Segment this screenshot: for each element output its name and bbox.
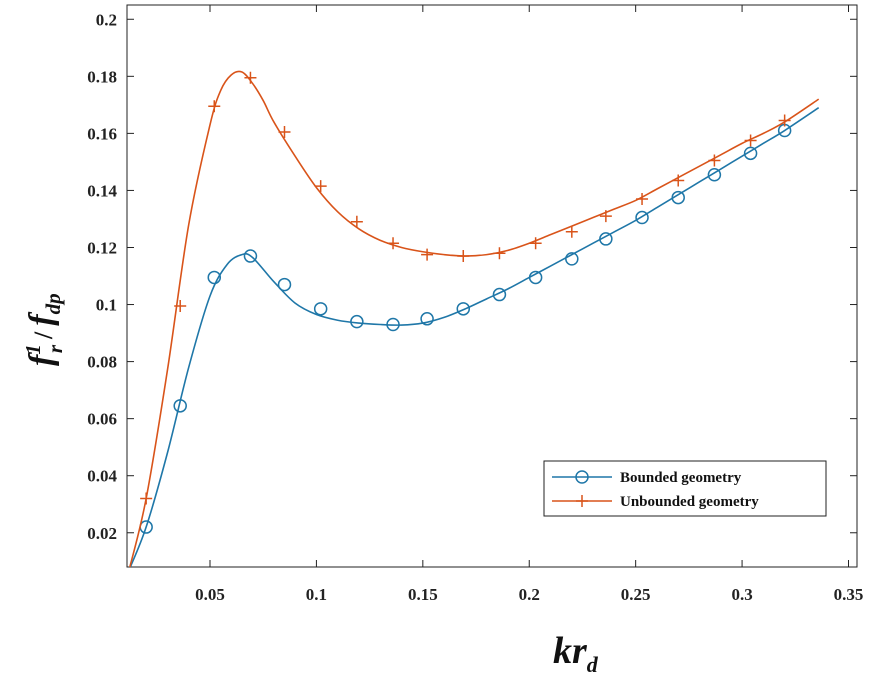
data-point-unbounded <box>565 225 578 238</box>
data-point-bounded <box>313 302 328 316</box>
y-ticks: 0.02 0.04 0.06 0.08 0.1 0.12 0.14 0.16 0.18 0.2 <box>87 10 857 543</box>
data-point-unbounded <box>244 71 257 84</box>
plot-frame <box>126 4 858 568</box>
data-point-bounded <box>707 167 722 182</box>
y-tick-label: 0.2 <box>96 10 117 29</box>
x-axis-label: krd <box>553 630 599 677</box>
data-point-unbounded <box>708 154 721 167</box>
data-point-bounded <box>386 317 400 332</box>
data-point-unbounded <box>350 215 363 228</box>
data-point-bounded <box>599 232 613 246</box>
y-tick-label: 0.12 <box>87 238 117 257</box>
data-point-unbounded <box>672 174 685 187</box>
y-axis-label-f1-subscript: r <box>43 344 67 353</box>
y-axis-label-f1-superscript: 1 <box>21 344 45 355</box>
y-axis-label-f2-subscript: dp <box>41 293 65 314</box>
data-point-unbounded <box>314 180 327 193</box>
y-tick-label: 0.1 <box>96 296 117 315</box>
data-point-unbounded <box>387 237 400 250</box>
y-axis-label: f1r/fdp <box>21 293 67 366</box>
data-point-unbounded <box>599 210 612 223</box>
x-axis-label-subscript: d <box>587 652 599 677</box>
data-point-bounded <box>207 270 222 285</box>
y-tick-label: 0.14 <box>87 181 117 200</box>
data-point-unbounded <box>636 192 649 205</box>
x-ticks: 0.05 0.1 0.15 0.2 0.25 0.3 0.35 <box>195 5 863 604</box>
legend-label-bounded: Bounded geometry <box>620 470 742 486</box>
data-point-bounded <box>173 399 187 413</box>
legend-marker-bounded <box>575 470 589 484</box>
legend: Bounded geometry Unbounded geometry <box>543 460 827 517</box>
data-point-unbounded <box>278 125 291 138</box>
x-tick-label: 0.2 <box>519 585 540 604</box>
y-axis-label-slash: / <box>29 331 58 340</box>
data-point-unbounded <box>174 299 187 312</box>
y-axis-label-f2: f <box>23 311 60 326</box>
series-bounded <box>129 107 820 567</box>
legend-label-unbounded: Unbounded geometry <box>620 494 759 510</box>
data-point-unbounded <box>529 237 542 250</box>
x-tick-label: 0.1 <box>306 585 327 604</box>
data-point-unbounded <box>744 134 757 147</box>
series-layer <box>129 70 820 567</box>
x-tick-label: 0.05 <box>195 585 225 604</box>
data-point-bounded <box>456 302 471 316</box>
data-point-bounded <box>492 287 507 302</box>
data-point-bounded <box>243 249 258 263</box>
series-line-bounded <box>129 107 820 567</box>
x-tick-label: 0.35 <box>834 585 864 604</box>
x-axis-label-main: kr <box>553 630 588 672</box>
x-tick-label: 0.3 <box>731 585 752 604</box>
data-point-unbounded <box>140 492 153 505</box>
y-tick-label: 0.16 <box>87 124 117 143</box>
x-tick-label: 0.25 <box>621 585 651 604</box>
data-point-bounded <box>565 252 579 266</box>
y-tick-label: 0.08 <box>87 353 117 372</box>
data-point-unbounded <box>421 248 434 261</box>
data-point-bounded <box>671 190 685 205</box>
series-unbounded <box>129 70 820 567</box>
y-tick-label: 0.18 <box>87 67 117 86</box>
legend-box <box>543 460 827 517</box>
data-point-unbounded <box>778 114 791 127</box>
legend-marker-unbounded <box>576 495 588 507</box>
y-axis-label-text: f1r/fdp <box>21 293 67 366</box>
y-tick-label: 0.06 <box>87 410 117 429</box>
data-point-unbounded <box>493 247 506 260</box>
data-point-bounded <box>420 312 434 326</box>
data-point-bounded <box>743 146 758 161</box>
y-tick-label: 0.02 <box>87 524 117 543</box>
data-point-bounded <box>350 314 364 329</box>
data-point-bounded <box>635 210 649 225</box>
data-point-bounded <box>528 270 543 285</box>
y-axis-label-f1: f <box>23 351 60 366</box>
y-tick-label: 0.04 <box>87 467 117 486</box>
data-point-unbounded <box>457 250 470 263</box>
data-point-bounded <box>277 277 292 292</box>
x-tick-label: 0.15 <box>408 585 438 604</box>
data-point-unbounded <box>208 100 221 113</box>
